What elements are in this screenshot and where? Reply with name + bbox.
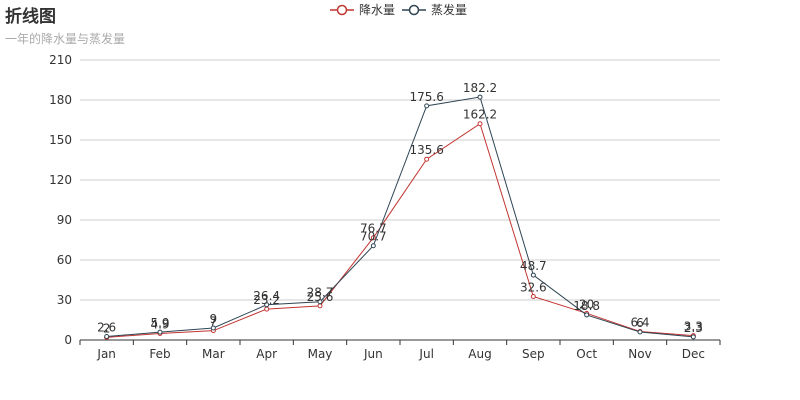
x-tick-label: Mar: [202, 347, 225, 361]
data-point[interactable]: [637, 329, 643, 335]
data-point[interactable]: [477, 121, 483, 127]
chart-title: 折线图: [5, 7, 56, 27]
data-label: 6: [636, 316, 644, 330]
y-tick-label: 90: [57, 213, 72, 227]
data-label: 28.7: [307, 286, 334, 300]
data-label: 23.2: [253, 293, 280, 307]
x-tick-label: Sep: [522, 347, 545, 361]
legend-item[interactable]: 蒸发量: [402, 2, 467, 17]
series-line-1: [106, 96, 694, 338]
x-tick-label: Dec: [682, 347, 705, 361]
data-label: 6.4: [630, 315, 649, 329]
data-point[interactable]: [157, 329, 163, 335]
x-tick-label: Oct: [576, 347, 597, 361]
chart-subtitle: 一年的降水量与蒸发量: [5, 32, 126, 46]
x-tick-label: Jul: [418, 347, 433, 361]
data-label: 18.8: [573, 299, 600, 313]
data-label: 26.4: [253, 289, 280, 303]
legend-swatch-marker: [336, 4, 348, 16]
data-label: 25.6: [307, 290, 334, 304]
y-tick-label: 0: [64, 333, 72, 347]
x-tick-label: Jun: [363, 347, 383, 361]
data-point[interactable]: [530, 272, 536, 278]
y-tick-label: 150: [49, 133, 72, 147]
x-tick-label: May: [308, 347, 333, 361]
data-point[interactable]: [370, 243, 376, 249]
data-point[interactable]: [584, 312, 590, 318]
data-point[interactable]: [317, 303, 323, 309]
data-label: 20: [579, 297, 594, 311]
x-tick-label: Nov: [628, 347, 651, 361]
y-tick-label: 60: [57, 253, 72, 267]
data-label: 2.6: [97, 321, 116, 335]
data-point[interactable]: [477, 94, 483, 100]
data-label: 175.6: [409, 90, 443, 104]
data-label: 2: [103, 321, 111, 335]
data-point[interactable]: [424, 156, 430, 162]
grid: [80, 59, 720, 301]
data-label: 76.7: [360, 222, 387, 236]
y-tick-label: 210: [49, 53, 72, 67]
data-label: 135.6: [409, 143, 443, 157]
data-label: 2.3: [684, 321, 703, 335]
legend-label: 降水量: [359, 3, 395, 17]
x-tick-label: Apr: [256, 347, 277, 361]
data-point[interactable]: [317, 299, 323, 305]
data-label: 70.7: [360, 230, 387, 244]
legend-swatch-marker: [408, 4, 420, 16]
data-label: 162.2: [463, 108, 497, 122]
data-label: 48.7: [520, 259, 547, 273]
x-tick-label: Aug: [468, 347, 491, 361]
data-point[interactable]: [210, 325, 216, 331]
data-label: 9: [210, 312, 218, 326]
x-tick-label: Jan: [96, 347, 116, 361]
legend-item[interactable]: 降水量: [330, 3, 395, 17]
y-tick-label: 120: [49, 173, 72, 187]
data-point[interactable]: [530, 294, 536, 300]
series: [104, 94, 696, 340]
x-tick-label: Feb: [149, 347, 170, 361]
data-label: 3.3: [684, 320, 703, 334]
series-line-0: [106, 122, 694, 338]
data-point[interactable]: [690, 334, 696, 340]
data-point[interactable]: [264, 302, 270, 308]
data-label: 182.2: [463, 81, 497, 95]
y-tick-label: 30: [57, 293, 72, 307]
legend-label: 蒸发量: [431, 2, 467, 17]
legend[interactable]: 降水量 蒸发量: [330, 2, 467, 17]
data-point[interactable]: [424, 103, 430, 109]
y-tick-label: 180: [49, 93, 72, 107]
data-point[interactable]: [370, 235, 376, 241]
axes: 0 30 60 90 120 150 180 210 Jan Feb Mar Apr May Jun Jul…: [49, 53, 721, 361]
data-label: 7: [210, 315, 218, 329]
data-point[interactable]: [264, 306, 270, 312]
data-point[interactable]: [104, 334, 110, 340]
data-label: 5.9: [150, 316, 169, 330]
data-label: 32.6: [520, 281, 547, 295]
data-label: 4.9: [150, 317, 169, 331]
